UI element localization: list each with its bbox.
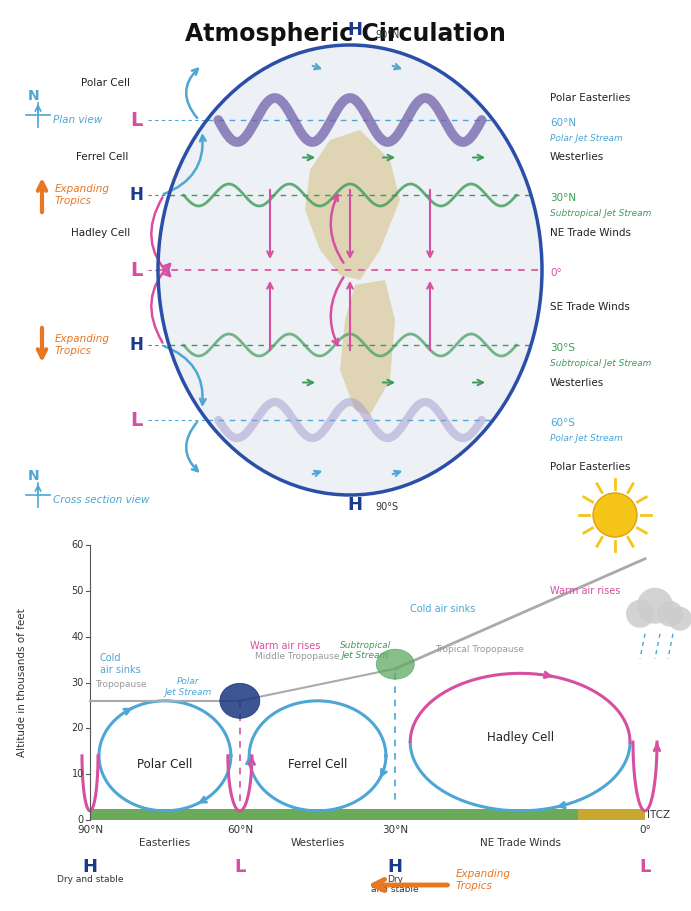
Bar	[90, 809, 645, 820]
Text: 30: 30	[72, 678, 84, 688]
Text: Warm air rises: Warm air rises	[550, 586, 621, 596]
Text: Westerlies: Westerlies	[550, 152, 604, 162]
Circle shape	[668, 607, 691, 630]
Text: Polar Easterlies: Polar Easterlies	[550, 463, 630, 473]
Text: H: H	[348, 496, 363, 514]
Text: Westerlies: Westerlies	[290, 838, 345, 848]
Ellipse shape	[377, 650, 414, 680]
Text: 60°S: 60°S	[550, 418, 575, 428]
Text: L: L	[639, 858, 651, 876]
Text: H: H	[348, 21, 363, 39]
Text: 60: 60	[72, 540, 84, 550]
Text: Plan view: Plan view	[53, 115, 102, 125]
Polygon shape	[305, 130, 400, 280]
Text: L: L	[130, 110, 142, 129]
Text: Hadley Cell: Hadley Cell	[486, 731, 553, 744]
Text: Polar
Jet Stream: Polar Jet Stream	[164, 678, 211, 697]
Text: Expanding
Tropics: Expanding Tropics	[55, 334, 110, 356]
Text: H: H	[388, 858, 403, 876]
Text: Subtropical Jet Stream: Subtropical Jet Stream	[550, 209, 652, 218]
Text: Westerlies: Westerlies	[550, 377, 604, 387]
Text: Polar Jet Stream: Polar Jet Stream	[550, 434, 623, 443]
Text: 90°N: 90°N	[375, 30, 399, 40]
Text: Tropical Tropopause: Tropical Tropopause	[435, 645, 524, 654]
Text: L: L	[130, 411, 142, 429]
Text: Middle Tropopause: Middle Tropopause	[255, 651, 339, 660]
Text: Polar Jet Stream: Polar Jet Stream	[550, 134, 623, 143]
Text: N: N	[28, 89, 40, 103]
Text: Cold
air sinks: Cold air sinks	[100, 653, 141, 675]
Bar	[578, 809, 645, 820]
Text: 10: 10	[72, 769, 84, 779]
Text: 30°S: 30°S	[550, 343, 575, 353]
Text: 90°S: 90°S	[375, 502, 398, 512]
Text: Hadley Cell: Hadley Cell	[71, 228, 130, 238]
Text: 0°: 0°	[550, 268, 562, 278]
Text: Ferrel Cell: Ferrel Cell	[288, 759, 348, 772]
Text: 60°N: 60°N	[550, 118, 576, 128]
Text: 40: 40	[72, 631, 84, 641]
Text: H: H	[129, 186, 143, 204]
Text: Easterlies: Easterlies	[140, 838, 191, 848]
Text: Subtropical
Jet Stream: Subtropical Jet Stream	[339, 640, 391, 660]
Text: Polar Cell: Polar Cell	[81, 77, 130, 87]
Text: 20: 20	[72, 723, 84, 733]
Text: Atmospheric Circulation: Atmospheric Circulation	[184, 22, 505, 46]
Text: Dry and stable: Dry and stable	[57, 875, 123, 884]
Text: Subtropical Jet Stream: Subtropical Jet Stream	[550, 359, 652, 368]
Text: H: H	[129, 336, 143, 354]
Text: Expanding
Tropics: Expanding Tropics	[455, 869, 510, 891]
Text: 90°N: 90°N	[77, 825, 103, 835]
Text: Cross section view: Cross section view	[53, 495, 149, 505]
Text: 0°: 0°	[639, 825, 651, 835]
Text: H: H	[82, 858, 97, 876]
Text: Cold air sinks: Cold air sinks	[410, 604, 475, 614]
Text: 30°N: 30°N	[550, 193, 576, 203]
Circle shape	[657, 600, 683, 627]
Circle shape	[593, 493, 637, 537]
Circle shape	[626, 599, 654, 628]
Text: Polar Cell: Polar Cell	[138, 759, 193, 772]
Text: Dry
and stable: Dry and stable	[372, 875, 419, 895]
Text: Expanding
Tropics: Expanding Tropics	[55, 184, 110, 206]
Polygon shape	[340, 280, 395, 415]
Text: NE Trade Winds: NE Trade Winds	[550, 228, 631, 238]
Text: Altitude in thousands of feet: Altitude in thousands of feet	[17, 609, 27, 757]
Text: NE Trade Winds: NE Trade Winds	[480, 838, 560, 848]
Text: Polar Easterlies: Polar Easterlies	[550, 93, 630, 103]
Text: ITCZ: ITCZ	[647, 810, 670, 820]
Text: 60°N: 60°N	[227, 825, 253, 835]
Text: N: N	[28, 469, 40, 483]
Text: Warm air rises: Warm air rises	[250, 640, 320, 650]
Text: 0: 0	[78, 815, 84, 825]
Text: 50: 50	[72, 586, 84, 596]
Text: SE Trade Winds: SE Trade Winds	[550, 302, 630, 312]
Circle shape	[637, 588, 673, 624]
Ellipse shape	[220, 683, 260, 719]
Text: Ferrel Cell: Ferrel Cell	[76, 152, 129, 162]
Text: 30°N: 30°N	[382, 825, 408, 835]
Text: Tropopause: Tropopause	[95, 680, 146, 689]
Text: L: L	[234, 858, 245, 876]
Ellipse shape	[158, 45, 542, 495]
Text: L: L	[130, 261, 142, 280]
